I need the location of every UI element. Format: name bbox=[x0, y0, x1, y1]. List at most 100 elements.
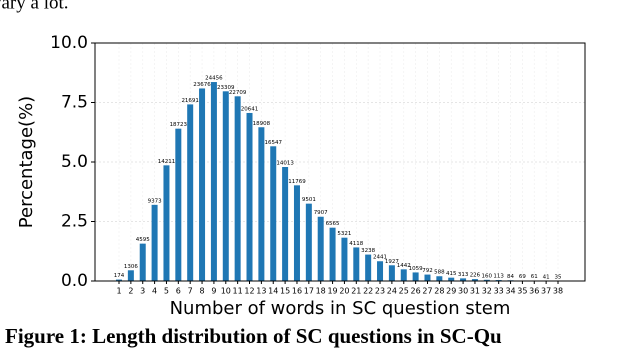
data-label: 7907 bbox=[314, 210, 328, 216]
x-tick-label: 3 bbox=[140, 287, 145, 296]
caption: Figure 1: Length distribution of SC ques… bbox=[5, 324, 502, 348]
x-tick-label: 16 bbox=[292, 287, 302, 296]
x-tick-label: 17 bbox=[304, 287, 314, 296]
data-label: 1059 bbox=[409, 266, 423, 272]
bar bbox=[400, 269, 407, 281]
x-tick-label: 33 bbox=[494, 287, 504, 296]
x-tick-label: 19 bbox=[327, 287, 337, 296]
bar bbox=[139, 243, 146, 281]
data-label: 18908 bbox=[253, 121, 271, 127]
x-tick-label: 18 bbox=[316, 287, 326, 296]
bar bbox=[365, 254, 372, 281]
y-axis-label: Percentage(%) bbox=[16, 96, 37, 228]
x-tick-label: 8 bbox=[200, 287, 205, 296]
x-tick-label: 23 bbox=[375, 287, 385, 296]
bar bbox=[471, 279, 478, 281]
data-label: 35 bbox=[555, 274, 562, 280]
x-tick-label: 38 bbox=[553, 287, 563, 296]
data-label: 69 bbox=[519, 274, 526, 280]
data-label: 160 bbox=[482, 273, 493, 279]
data-label: 9501 bbox=[302, 197, 316, 203]
data-label: 20641 bbox=[241, 106, 259, 112]
data-label: 22709 bbox=[229, 90, 247, 96]
bar bbox=[199, 88, 206, 281]
data-label: 84 bbox=[507, 274, 514, 280]
bar bbox=[234, 96, 241, 281]
bar bbox=[175, 128, 182, 281]
data-label: 226 bbox=[470, 273, 481, 279]
x-tick-label: 10 bbox=[221, 287, 231, 296]
bar bbox=[258, 127, 265, 281]
data-label: 11769 bbox=[288, 179, 306, 185]
data-label: 313 bbox=[458, 272, 469, 278]
x-tick-label: 4 bbox=[152, 287, 157, 296]
bar bbox=[305, 203, 312, 281]
data-label: 18723 bbox=[170, 122, 188, 128]
x-tick-label: 26 bbox=[411, 287, 421, 296]
data-label: 1306 bbox=[124, 264, 138, 270]
y-tick-label: 7.5 bbox=[61, 93, 88, 113]
x-tick-label: 2 bbox=[128, 287, 133, 296]
data-label: 23676 bbox=[193, 82, 211, 88]
data-label: 41 bbox=[543, 274, 550, 280]
x-tick-label: 6 bbox=[176, 287, 181, 296]
bar bbox=[448, 277, 455, 281]
y-tick-label: 10.0 bbox=[50, 33, 88, 53]
y-tick-label: 0.0 bbox=[61, 271, 88, 291]
intro-text: vary a lot. bbox=[0, 0, 69, 13]
y-tick-label: 5.0 bbox=[61, 152, 88, 172]
x-tick-label: 30 bbox=[458, 287, 468, 296]
x-tick-label: 25 bbox=[399, 287, 409, 296]
data-label: 174 bbox=[114, 273, 125, 279]
x-tick-label: 15 bbox=[280, 287, 290, 296]
x-tick-label: 34 bbox=[505, 287, 515, 296]
bar bbox=[460, 278, 467, 281]
bar bbox=[424, 274, 431, 281]
bar bbox=[151, 204, 158, 281]
data-label: 23309 bbox=[217, 85, 235, 91]
bar bbox=[210, 82, 217, 281]
data-label: 14211 bbox=[158, 159, 176, 165]
x-tick-label: 22 bbox=[363, 287, 373, 296]
data-label: 415 bbox=[446, 271, 457, 277]
x-tick-label: 14 bbox=[268, 287, 278, 296]
x-tick-label: 36 bbox=[529, 287, 539, 296]
bar bbox=[116, 279, 122, 281]
plot-frame bbox=[94, 42, 586, 282]
bar bbox=[222, 91, 229, 282]
x-tick-label: 13 bbox=[256, 287, 266, 296]
x-tick-label: 11 bbox=[233, 287, 243, 296]
bar bbox=[412, 272, 419, 281]
bar bbox=[436, 276, 443, 281]
bar bbox=[388, 265, 395, 281]
data-label: 3238 bbox=[361, 248, 375, 254]
data-label: 1927 bbox=[385, 259, 399, 265]
data-label: 14013 bbox=[276, 160, 294, 166]
bar bbox=[377, 261, 384, 281]
data-label: 21691 bbox=[181, 98, 199, 104]
x-tick-label: 21 bbox=[351, 287, 361, 296]
bar bbox=[270, 146, 277, 281]
x-tick-label: 24 bbox=[387, 287, 397, 296]
data-label: 16547 bbox=[264, 140, 282, 146]
bar bbox=[483, 279, 490, 281]
data-label: 6565 bbox=[326, 221, 340, 227]
x-tick-label: 12 bbox=[244, 287, 254, 296]
data-label: 61 bbox=[531, 274, 538, 280]
bar bbox=[293, 185, 300, 281]
x-tick-label: 5 bbox=[164, 287, 169, 296]
x-tick-label: 32 bbox=[482, 287, 492, 296]
data-label: 5321 bbox=[337, 231, 351, 237]
x-tick-label: 31 bbox=[470, 287, 480, 296]
x-axis-label: Number of words in SC question stem bbox=[170, 298, 511, 319]
x-tick-label: 28 bbox=[434, 287, 444, 296]
data-label: 24456 bbox=[205, 76, 223, 82]
bar bbox=[187, 104, 194, 282]
x-tick-label: 35 bbox=[517, 287, 527, 296]
data-label: 113 bbox=[493, 274, 504, 280]
bar bbox=[127, 270, 134, 281]
data-label: 1442 bbox=[397, 263, 411, 269]
bar bbox=[282, 166, 289, 281]
data-label: 588 bbox=[434, 270, 445, 276]
